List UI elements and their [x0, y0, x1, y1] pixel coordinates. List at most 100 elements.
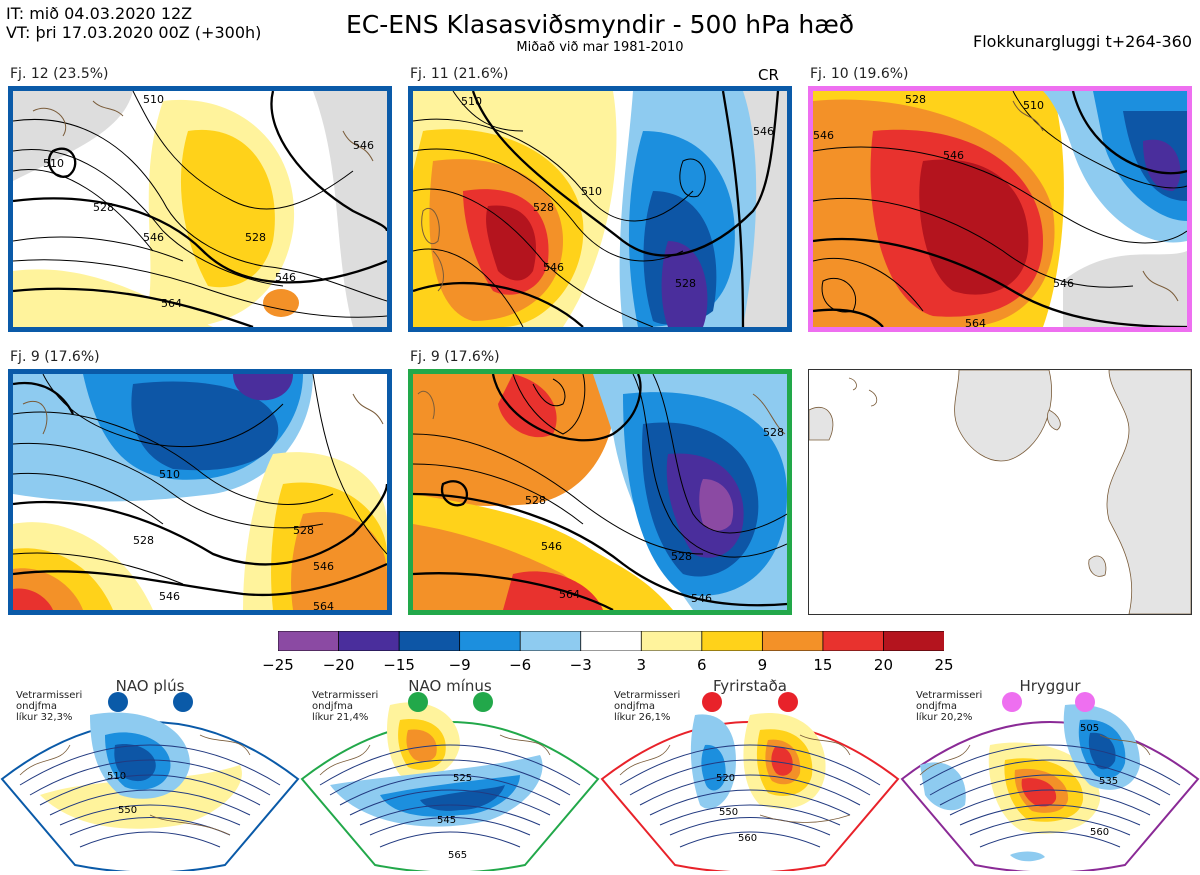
- regime-note-1: Vetrarmisseri: [16, 690, 83, 701]
- colorbar-swatch: [883, 630, 945, 652]
- panel-5-label: Fj. 9 (17.6%): [410, 349, 500, 365]
- contour-label: 510: [143, 93, 164, 106]
- contour-label: 546: [813, 129, 834, 142]
- contour-label: 528: [293, 524, 314, 537]
- panel-1-map: 510 528 546 528 546 564 510 546: [8, 86, 392, 332]
- init-time: IT: mið 04.03.2020 12Z: [6, 4, 193, 23]
- colorbar-tick-label: −6: [509, 656, 532, 674]
- valid-time: VT: þri 17.03.2020 00Z (+300h): [6, 23, 262, 42]
- contour-label: 535: [1099, 776, 1118, 787]
- contour-label: 546: [541, 540, 562, 553]
- contour-label: 505: [1080, 723, 1099, 734]
- regime-probability: líkur 26,1%: [614, 712, 671, 723]
- colorbar-swatch: [338, 630, 400, 652]
- page-subtitle: Miðað við mar 1981-2010: [516, 40, 684, 55]
- contour-label: 528: [671, 550, 692, 563]
- contour-label: 546: [353, 139, 374, 152]
- contour-label: 546: [943, 149, 964, 162]
- contour-label: 546: [159, 590, 180, 603]
- regime-title: NAO plús: [115, 677, 185, 695]
- colorbar-swatch: [459, 630, 522, 652]
- panel-2-label: Fj. 11 (21.6%): [410, 66, 509, 82]
- contour-label: 525: [453, 773, 472, 784]
- contour-label: 564: [313, 600, 334, 610]
- contour-label: 564: [559, 588, 580, 601]
- contour-label: 546: [543, 261, 564, 274]
- contour-label: 510: [107, 771, 126, 782]
- colorbar-swatch: [640, 630, 703, 652]
- panel-4-map: 510 528 528 546 546 564: [8, 369, 392, 615]
- colorbar-tick-label: 25: [934, 656, 954, 674]
- colorbar-tick-label: −9: [448, 656, 471, 674]
- control-run-tag: CR: [758, 66, 779, 84]
- panel-5-map: 528 546 528 546 564 528: [408, 369, 792, 615]
- contour-label: 528: [533, 201, 554, 214]
- colorbar-tick-label: 15: [813, 656, 833, 674]
- colorbar-swatch: [519, 630, 582, 652]
- contour-label: 546: [143, 231, 164, 244]
- contour-label: 550: [719, 807, 738, 818]
- regime-nao-plus: 510 550 NAO plús Vetrarmisseri ondjfma l…: [0, 675, 300, 874]
- panel-4-label: Fj. 9 (17.6%): [10, 349, 100, 365]
- contour-label: 510: [1023, 99, 1044, 112]
- colorbar-swatch: [822, 630, 885, 652]
- regime-title: NAO mínus: [408, 677, 492, 695]
- contour-label: 564: [965, 317, 986, 327]
- colorbar-tick-label: 20: [873, 656, 893, 674]
- regime-note-1: Vetrarmisseri: [916, 690, 983, 701]
- colorbar-swatch: [761, 630, 824, 652]
- colorbar-swatch: [398, 630, 461, 652]
- contour-label: 565: [448, 850, 467, 861]
- contour-label: 546: [753, 125, 774, 138]
- contour-label: 560: [1090, 827, 1109, 838]
- anomaly-colorbar: [277, 630, 945, 652]
- colorbar-tick-label: −3: [569, 656, 592, 674]
- classification-window: Flokkunargluggi t+264-360: [973, 32, 1192, 51]
- colorbar-tick-label: −25: [262, 656, 294, 674]
- colorbar-swatch: [701, 630, 764, 652]
- contour-label: 550: [118, 805, 137, 816]
- regime-note-2: ondjfma: [312, 701, 353, 712]
- contour-label: 528: [675, 277, 696, 290]
- regime-blocking: 520 550 560 Fyrirstaða Vetrarmisseri ond…: [600, 675, 900, 874]
- contour-label: 520: [716, 773, 735, 784]
- contour-label: 528: [245, 231, 266, 244]
- contour-label: 510: [43, 157, 64, 170]
- regime-probability: líkur 20,2%: [916, 712, 973, 723]
- contour-label: 510: [581, 185, 602, 198]
- panel-3-label: Fj. 10 (19.6%): [810, 66, 909, 82]
- contour-label: 546: [275, 271, 296, 284]
- regime-probability: líkur 32,3%: [16, 712, 73, 723]
- regime-note-2: ondjfma: [16, 701, 57, 712]
- colorbar-tick-label: 6: [697, 656, 707, 674]
- contour-label: 528: [133, 534, 154, 547]
- colorbar-swatch: [580, 630, 643, 652]
- contour-label: 546: [313, 560, 334, 573]
- regime-nao-minus: 525 545 565 NAO mínus Vetrarmisseri ondj…: [300, 675, 600, 874]
- colorbar-tick-label: 3: [636, 656, 647, 674]
- regime-ridge: 505 535 560 Hryggur Vetrarmisseri ondjfm…: [900, 675, 1200, 874]
- contour-label: 546: [691, 592, 712, 605]
- colorbar-swatch: [277, 630, 340, 652]
- contour-label: 528: [93, 201, 114, 214]
- contour-label: 510: [461, 95, 482, 108]
- colorbar-tick-label: −20: [322, 656, 355, 674]
- contour-label: 528: [763, 426, 784, 439]
- panel-2-map: 510 528 546 510 528 546: [408, 86, 792, 332]
- colorbar-tick-label: −15: [383, 656, 415, 674]
- regime-note-1: Vetrarmisseri: [614, 690, 681, 701]
- contour-label: 545: [437, 815, 456, 826]
- regime-note-1: Vetrarmisseri: [312, 690, 379, 701]
- blank-reference-map: [808, 369, 1192, 615]
- contour-label: 546: [1053, 277, 1074, 290]
- contour-label: 560: [738, 833, 757, 844]
- colorbar-tick-label: 9: [757, 656, 768, 674]
- regime-probability: líkur 21,4%: [312, 712, 369, 723]
- contour-label: 528: [525, 494, 546, 507]
- regime-title: Fyrirstaða: [713, 677, 787, 695]
- regime-title: Hryggur: [1019, 677, 1081, 695]
- regime-note-2: ondjfma: [614, 701, 655, 712]
- regime-note-2: ondjfma: [916, 701, 957, 712]
- panel-1-label: Fj. 12 (23.5%): [10, 66, 109, 82]
- contour-label: 510: [159, 468, 180, 481]
